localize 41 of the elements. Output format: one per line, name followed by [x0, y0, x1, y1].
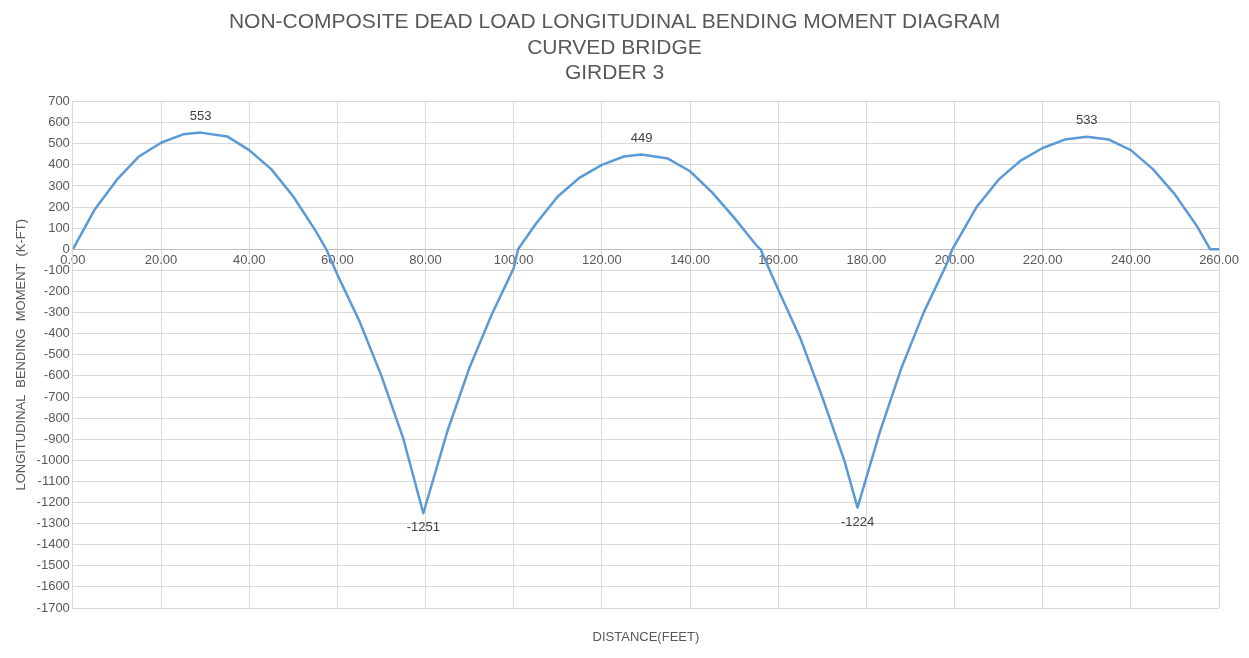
- annotation: 533: [1075, 111, 1098, 127]
- y-tick-label: -1500: [36, 557, 70, 573]
- y-tick-label: 500: [48, 135, 70, 151]
- x-tick-label: 260.00: [1199, 251, 1239, 267]
- y-tick-label: -1200: [36, 494, 70, 510]
- y-tick-label: -1100: [37, 472, 70, 488]
- x-tick-label: 220.00: [1022, 251, 1063, 267]
- y-tick-label: -500: [43, 346, 70, 362]
- annotation: 449: [630, 129, 653, 145]
- y-tick-label: 0: [62, 240, 70, 256]
- y-tick-label: -1300: [36, 515, 70, 531]
- chart-title: NON-COMPOSITE DEAD LOAD LONGITUDINAL BENDING MOMENT DIAGRAM CURVED BRIDGE GIRDER 3: [228, 9, 1001, 83]
- y-tick-label: -400: [43, 325, 70, 341]
- annotation: -1251: [406, 519, 440, 535]
- x-tick-label: 120.00: [581, 251, 622, 267]
- x-tick-label: 240.00: [1110, 251, 1151, 267]
- y-tick-label: 200: [48, 198, 70, 214]
- y-tick-label: -700: [43, 388, 70, 404]
- annotation: -1224: [840, 513, 875, 529]
- y-tick-label: -600: [43, 367, 70, 383]
- y-tick-label: 400: [48, 156, 70, 172]
- y-tick-label: -1700: [36, 599, 70, 615]
- x-tick-label: 20.00: [144, 251, 178, 267]
- x-axis-title: DISTANCE(FEET): [592, 629, 700, 645]
- y-tick-label: -300: [43, 304, 70, 320]
- y-tick-label: 600: [48, 114, 70, 130]
- y-tick-label: -1400: [36, 536, 70, 552]
- y-tick-label: -200: [43, 283, 70, 299]
- y-tick-label: 100: [48, 219, 70, 235]
- x-tick-label: 40.00: [232, 251, 266, 267]
- y-tick-label: -1600: [36, 578, 70, 594]
- y-tick-label: 300: [48, 177, 70, 193]
- y-tick-label: -900: [43, 430, 70, 446]
- y-tick-label: -800: [43, 409, 70, 425]
- y-axis-title: LONGITUDINAL BENDING MOMENT (K-FT): [13, 219, 29, 491]
- y-tick-label: -1000: [36, 451, 70, 467]
- y-tick-label: 700: [48, 93, 70, 109]
- x-tick-label: 180.00: [846, 251, 887, 267]
- x-tick-label: 80.00: [409, 251, 442, 267]
- x-tick-label: 140.00: [670, 251, 710, 267]
- annotation: 553: [189, 107, 212, 123]
